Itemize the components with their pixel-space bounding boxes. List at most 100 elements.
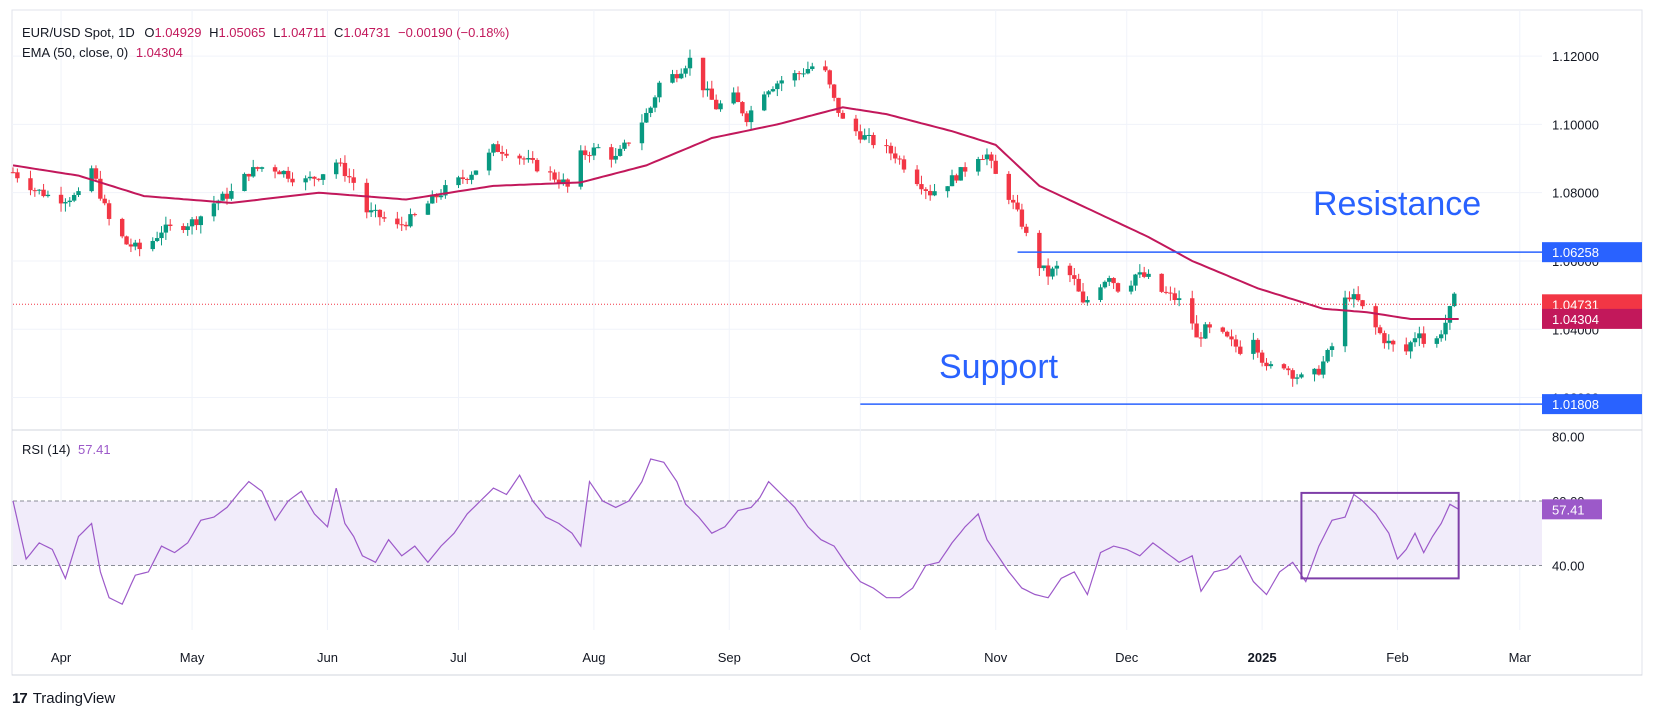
candle-body: [1115, 283, 1121, 292]
candle-body: [862, 135, 867, 140]
candle-body: [657, 82, 662, 98]
candle-body: [281, 170, 286, 175]
candle-body: [858, 131, 863, 140]
candle-body: [1010, 199, 1016, 203]
ema-label: EMA (50, close, 0): [22, 45, 129, 60]
candle-body: [1434, 338, 1440, 344]
candle-body: [548, 171, 553, 173]
candle-body: [377, 209, 383, 218]
candle-body: [189, 219, 195, 227]
price-tick-label: 1.10000: [1552, 117, 1599, 132]
rsi-value: 57.41: [78, 442, 111, 457]
date-tick-label: Aug: [582, 650, 605, 665]
candle-body: [1037, 232, 1042, 269]
candle-body: [438, 195, 444, 198]
candle-body: [211, 203, 217, 217]
candle-body: [770, 89, 776, 92]
candle-body: [159, 232, 164, 239]
candle-body: [552, 172, 557, 180]
symbol-title: EUR/USD Spot, 1D: [22, 25, 135, 40]
candle-body: [1172, 293, 1177, 301]
candle-body: [1438, 334, 1444, 339]
candle-body: [368, 210, 374, 213]
candle-body: [1412, 338, 1418, 343]
high-value: 1.05065: [218, 25, 266, 40]
candle-body: [154, 238, 160, 241]
candle-body: [106, 203, 112, 219]
candle-body: [1224, 331, 1230, 337]
candle-body: [168, 224, 173, 227]
close-value: 1.04731: [343, 25, 391, 40]
candle-body: [1098, 287, 1103, 300]
candle-body: [395, 218, 400, 225]
high-label: H: [209, 25, 219, 40]
candle-body: [766, 91, 771, 95]
candle-body: [1294, 377, 1300, 379]
resistance-price-tag: [1542, 242, 1642, 263]
candle-body: [198, 216, 204, 226]
price-tick-label: 1.12000: [1552, 49, 1599, 64]
date-tick-label: Jun: [317, 650, 338, 665]
date-tick-label: Feb: [1386, 650, 1408, 665]
low-value: 1.04711: [280, 25, 327, 40]
candle-body: [1404, 344, 1409, 352]
candle-body: [1207, 324, 1212, 328]
candle-body: [932, 191, 937, 196]
candle-body: [831, 84, 837, 98]
tradingview-logo[interactable]: 17 TradingView: [12, 690, 115, 707]
candle-body: [582, 150, 588, 156]
candle-body: [923, 189, 929, 191]
candle-body: [578, 150, 583, 187]
candle-body: [779, 80, 784, 84]
candle-body: [1159, 273, 1164, 292]
tradingview-logo-text: TradingView: [32, 690, 116, 707]
candle-body: [1408, 342, 1413, 352]
candle-body: [272, 167, 278, 172]
candle-body: [893, 153, 898, 159]
candle-body: [63, 202, 68, 204]
candle-body: [338, 162, 343, 164]
candle-body: [534, 159, 540, 172]
rsi-tick-label: 40.00: [1552, 558, 1585, 573]
candle-body: [1176, 298, 1182, 301]
candle-body: [333, 162, 339, 175]
candle-body: [1377, 327, 1383, 334]
date-tick-label: Jul: [450, 650, 467, 665]
candle-body: [425, 203, 431, 215]
candle-body: [792, 73, 797, 81]
candle-body: [1347, 297, 1352, 300]
candle-body: [596, 147, 601, 149]
candle-body: [958, 167, 963, 181]
candle-body: [1041, 265, 1046, 269]
candle-body: [1452, 293, 1457, 307]
candle-body: [58, 194, 64, 204]
candle-body: [119, 218, 125, 237]
date-tick-label: Oct: [850, 650, 871, 665]
candle-body: [469, 174, 474, 180]
open-value: 1.04929: [154, 25, 202, 40]
candle-body: [93, 168, 99, 179]
candle-body: [1281, 364, 1287, 369]
candle-body: [1146, 273, 1151, 277]
candle-body: [1329, 346, 1335, 350]
candle-body: [1351, 294, 1357, 300]
candle-body: [285, 170, 291, 179]
candle-body: [748, 110, 754, 123]
candle-body: [1321, 361, 1326, 375]
candle-body: [399, 224, 404, 226]
support-price-tag: [1542, 394, 1642, 415]
candle-body: [1229, 336, 1234, 340]
candle-body: [1421, 333, 1426, 344]
candle-body: [364, 182, 369, 213]
candle-body: [1233, 339, 1239, 347]
candle-body: [408, 214, 413, 227]
candle-body: [307, 176, 313, 179]
candle-body: [403, 224, 409, 227]
candle-body: [1290, 370, 1295, 379]
candle-body: [150, 240, 155, 250]
candle-body: [718, 103, 723, 110]
candle-body: [504, 153, 509, 156]
candle-body: [10, 172, 16, 174]
candle-body: [1054, 265, 1060, 269]
candle-body: [434, 194, 439, 198]
